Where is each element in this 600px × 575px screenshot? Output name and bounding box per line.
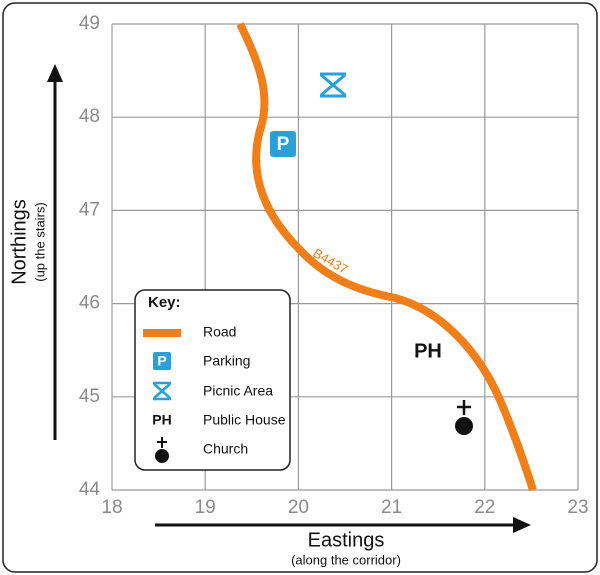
key-symbol: P <box>157 353 166 369</box>
x-tick-label: 23 <box>567 497 588 518</box>
y-tick-label: 47 <box>79 199 100 220</box>
x-tick-label: 19 <box>195 497 216 518</box>
public-house: PH <box>414 340 442 362</box>
y-tick-label: 46 <box>79 293 100 314</box>
x-tick-label: 21 <box>381 497 402 518</box>
parking-letter: P <box>277 134 290 155</box>
road <box>236 22 537 492</box>
y-tick-label: 45 <box>79 386 100 407</box>
parking-icon <box>270 131 296 157</box>
y-tick-label: 44 <box>79 479 101 500</box>
key-picnic <box>153 381 171 401</box>
key-symbol: PH <box>152 412 171 428</box>
picnic-icon <box>320 72 346 98</box>
key-label: Church <box>203 441 248 457</box>
x-title: Eastings <box>308 529 385 551</box>
x-arrow <box>155 517 531 533</box>
y-subtitle: (up the stairs) <box>32 202 47 281</box>
key-label: Public House <box>203 412 286 428</box>
key-label: Parking <box>203 353 250 369</box>
x-tick-label: 22 <box>474 497 495 518</box>
y-tick-label: 48 <box>79 106 100 127</box>
key-label: Picnic Area <box>203 383 273 399</box>
y-arrow <box>47 64 63 440</box>
x-tick-label: 18 <box>101 497 122 518</box>
x-subtitle: (along the corridor) <box>291 552 401 567</box>
y-tick-label: 49 <box>79 13 100 34</box>
church <box>455 400 473 435</box>
x-tick-label: 20 <box>288 497 309 518</box>
key-label: Road <box>203 324 236 340</box>
y-title: Northings <box>8 199 30 285</box>
key-parking <box>153 352 171 370</box>
key-church <box>155 437 169 463</box>
key-title: Key: <box>148 294 181 311</box>
